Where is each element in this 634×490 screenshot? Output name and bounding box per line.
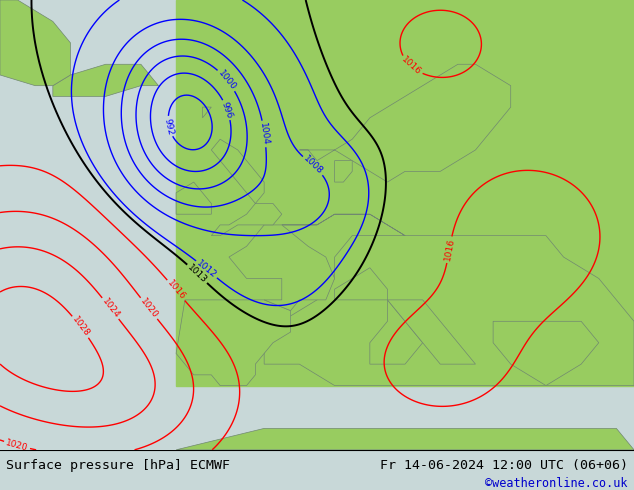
Polygon shape <box>493 321 598 386</box>
Text: 1008: 1008 <box>302 154 325 176</box>
Polygon shape <box>176 428 634 450</box>
Polygon shape <box>264 214 634 386</box>
Text: 1028: 1028 <box>70 315 91 339</box>
Polygon shape <box>176 0 634 386</box>
Polygon shape <box>53 64 158 97</box>
Polygon shape <box>176 300 290 386</box>
Polygon shape <box>370 300 423 364</box>
Text: 1016: 1016 <box>165 279 187 302</box>
Text: 1004: 1004 <box>258 122 271 146</box>
Text: Surface pressure [hPa] ECMWF: Surface pressure [hPa] ECMWF <box>6 459 230 471</box>
Text: 992: 992 <box>163 117 175 136</box>
Polygon shape <box>335 161 353 182</box>
Text: 1016: 1016 <box>443 238 456 262</box>
Polygon shape <box>0 0 70 86</box>
Polygon shape <box>229 225 335 311</box>
Text: 1020: 1020 <box>4 438 29 453</box>
Polygon shape <box>176 182 211 214</box>
Polygon shape <box>299 64 511 182</box>
Text: 996: 996 <box>220 100 235 120</box>
Text: 1024: 1024 <box>100 296 121 320</box>
Text: 1016: 1016 <box>399 55 423 77</box>
Text: 1000: 1000 <box>216 69 238 92</box>
Text: Fr 14-06-2024 12:00 UTC (06+06): Fr 14-06-2024 12:00 UTC (06+06) <box>380 459 628 471</box>
Text: 1012: 1012 <box>195 259 218 280</box>
Polygon shape <box>0 0 634 450</box>
Polygon shape <box>211 139 281 236</box>
Text: 1013: 1013 <box>186 263 209 285</box>
Polygon shape <box>387 300 476 364</box>
Polygon shape <box>202 107 211 118</box>
Text: 1020: 1020 <box>138 296 160 320</box>
Polygon shape <box>335 268 387 300</box>
Text: ©weatheronline.co.uk: ©weatheronline.co.uk <box>485 477 628 490</box>
